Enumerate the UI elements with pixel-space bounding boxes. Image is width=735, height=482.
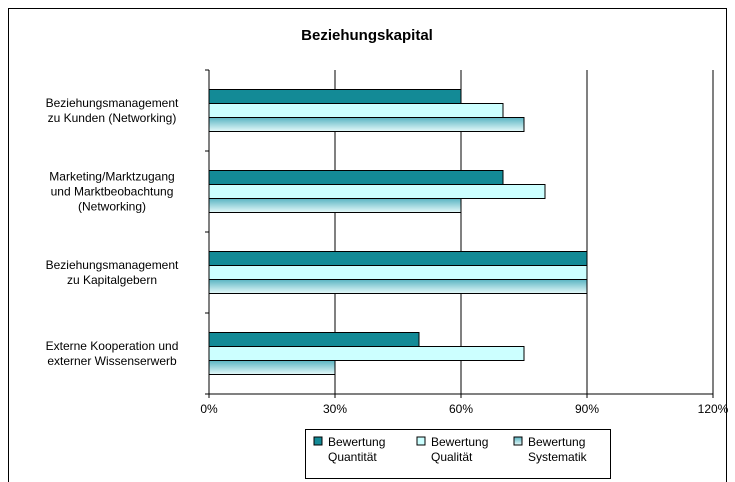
legend-label: Bewertung Systematik xyxy=(528,435,588,464)
bar xyxy=(208,184,546,199)
legend-swatch xyxy=(416,436,426,446)
legend-swatch xyxy=(513,436,523,446)
y-tick-label: Beziehungsmanagement zu Kapitalgebern xyxy=(46,258,179,287)
legend-label: Bewertung Qualität xyxy=(431,435,488,464)
y-tick-label: Beziehungsmanagement zu Kunden (Networkin… xyxy=(46,96,179,125)
bar xyxy=(208,251,588,266)
x-tick-label: 0% xyxy=(200,402,218,416)
chart-title: Beziehungskapital xyxy=(301,27,433,44)
bar xyxy=(208,103,504,118)
bar xyxy=(208,198,462,213)
legend-label: Bewertung Quantität xyxy=(328,435,385,464)
legend-box xyxy=(305,429,611,479)
bar xyxy=(208,170,504,185)
bar xyxy=(208,332,420,347)
x-tick-label: 30% xyxy=(323,402,347,416)
x-tick-label: 60% xyxy=(449,402,473,416)
bar xyxy=(208,279,588,294)
x-tick-label: 90% xyxy=(575,402,599,416)
chart-frame xyxy=(8,8,727,482)
bar xyxy=(208,360,336,375)
bar xyxy=(208,265,588,280)
bar xyxy=(208,346,525,361)
bar xyxy=(208,89,462,104)
y-tick-label: Marketing/Marktzugang und Marktbeobachtun… xyxy=(49,170,174,214)
y-tick-label: Externe Kooperation und externer Wissense… xyxy=(46,339,179,368)
x-tick-label: 120% xyxy=(698,402,729,416)
legend-swatch xyxy=(313,436,323,446)
bar xyxy=(208,117,525,132)
